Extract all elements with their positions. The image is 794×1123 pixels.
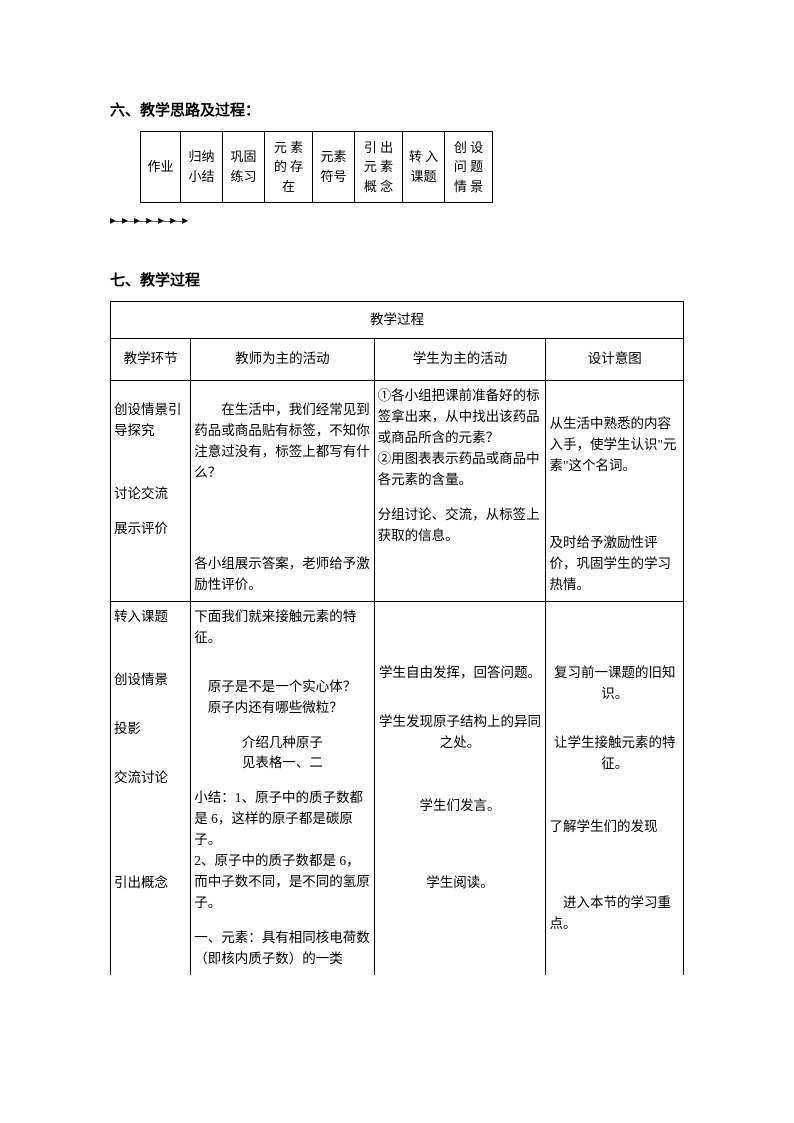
design-intent: 了解学生们的发现 [549, 819, 657, 834]
process-table: 教学过程 教学环节 教师为主的活动 学生为主的活动 设计意图 创设情景引导探究 … [110, 301, 684, 975]
student-cell: ①各小组把课前准备好的标签拿出来，从中找出该药品或商品所含的元素？②用图表表示药… [374, 381, 546, 602]
section7-heading: 七、教学过程 [110, 270, 684, 293]
teacher-activity: 小结：1、原子中的质子数都是 6，这样的原子都是碳原子。2、原子中的质子数都是 … [194, 790, 370, 910]
flow-cell: 元素符号 [313, 131, 355, 203]
intent-cell: 复习前一课题的旧知识。 让学生接触元素的特征。 了解学生们的发现 进入本节的学习… [546, 601, 684, 974]
student-activity: ①各小组把课前准备好的标签拿出来，从中找出该药品或商品所含的元素？②用图表表示药… [378, 388, 540, 487]
teacher-cell: 在生活中，我们经常见到药品或商品贴有标签，不知你注意过没有，标签上都写有什么？ … [191, 381, 374, 602]
phase-cell: 转入课题 创设情景 投影 交流讨论 引出概念 [111, 601, 191, 974]
teacher-activity: 介绍几种原子见表格一、二 [194, 733, 370, 775]
flow-table: 作业归纳小结巩固练习元 素的 存在元素符号引 出元 素概 念转 入课题创 设问 … [140, 131, 493, 204]
flow-cell: 转 入课题 [403, 131, 445, 203]
design-intent: 及时给予激励性评价，巩固学生的学习热情。 [549, 535, 671, 592]
teacher-activity: 各小组展示答案，老师给予激励性评价。 [194, 556, 370, 592]
col-header-phase: 教学环节 [111, 339, 191, 381]
flow-arrows: ▸—▸—▸—▸—▸—▸—▸ [110, 209, 684, 230]
design-intent: 从生活中熟悉的内容入手，使学生认识"元素"这个名词。 [549, 416, 676, 473]
col-header-intent: 设计意图 [546, 339, 684, 381]
student-activity: 分组讨论、交流，从标签上获取的信息。 [378, 507, 540, 543]
phase-label: 引出概念 [114, 875, 168, 890]
phase-label: 讨论交流 [114, 486, 168, 501]
design-intent: 复习前一课题的旧知识。 [549, 663, 680, 705]
phase-label: 交流讨论 [114, 770, 168, 785]
flow-cell: 引 出元 素概 念 [355, 131, 403, 203]
phase-cell: 创设情景引导探究 讨论交流 展示评价 [111, 381, 191, 602]
student-cell: 学生自由发挥，回答问题。 学生发现原子结构上的异同之处。 学生们发言。 学生阅读… [374, 601, 546, 974]
teacher-activity: 一、元素：具有相同核电荷数（即核内质子数）的一类 [194, 930, 370, 966]
table-title: 教学过程 [111, 301, 684, 339]
phase-label: 创设情景引导探究 [114, 402, 182, 438]
intent-cell: 从生活中熟悉的内容入手，使学生认识"元素"这个名词。 及时给予激励性评价，巩固学… [546, 381, 684, 602]
flow-cell: 创 设问 题情 景 [445, 131, 493, 203]
design-intent: 让学生接触元素的特征。 [549, 733, 680, 775]
flow-cell: 元 素的 存在 [265, 131, 313, 203]
flow-cell: 巩固练习 [223, 131, 265, 203]
teacher-activity: 原子是不是一个实心体？ 原子内还有哪些微粒？ [194, 677, 370, 719]
flow-cell: 作业 [141, 131, 181, 203]
student-activity: 学生们发言。 [378, 796, 543, 817]
flow-cell: 归纳小结 [181, 131, 223, 203]
col-header-teacher: 教师为主的活动 [191, 339, 374, 381]
teacher-activity: 在生活中，我们经常见到药品或商品贴有标签，不知你注意过没有，标签上都写有什么？ [194, 402, 370, 480]
student-activity: 学生阅读。 [378, 873, 543, 894]
student-activity: 学生发现原子结构上的异同之处。 [378, 712, 543, 754]
phase-label: 转入课题 [114, 609, 168, 624]
phase-label: 展示评价 [114, 521, 168, 536]
phase-label: 投影 [114, 721, 141, 736]
teacher-activity: 下面我们就来接触元素的特征。 [194, 609, 356, 645]
student-activity: 学生自由发挥，回答问题。 [378, 663, 543, 684]
design-intent: 进入本节的学习重点。 [549, 895, 671, 931]
section6-heading: 六、教学思路及过程： [110, 100, 684, 123]
col-header-student: 学生为主的活动 [374, 339, 546, 381]
phase-label: 创设情景 [114, 672, 168, 687]
arrow-icon: ▸—▸—▸—▸—▸—▸—▸ [110, 214, 185, 226]
teacher-cell: 下面我们就来接触元素的特征。 原子是不是一个实心体？ 原子内还有哪些微粒？ 介绍… [191, 601, 374, 974]
